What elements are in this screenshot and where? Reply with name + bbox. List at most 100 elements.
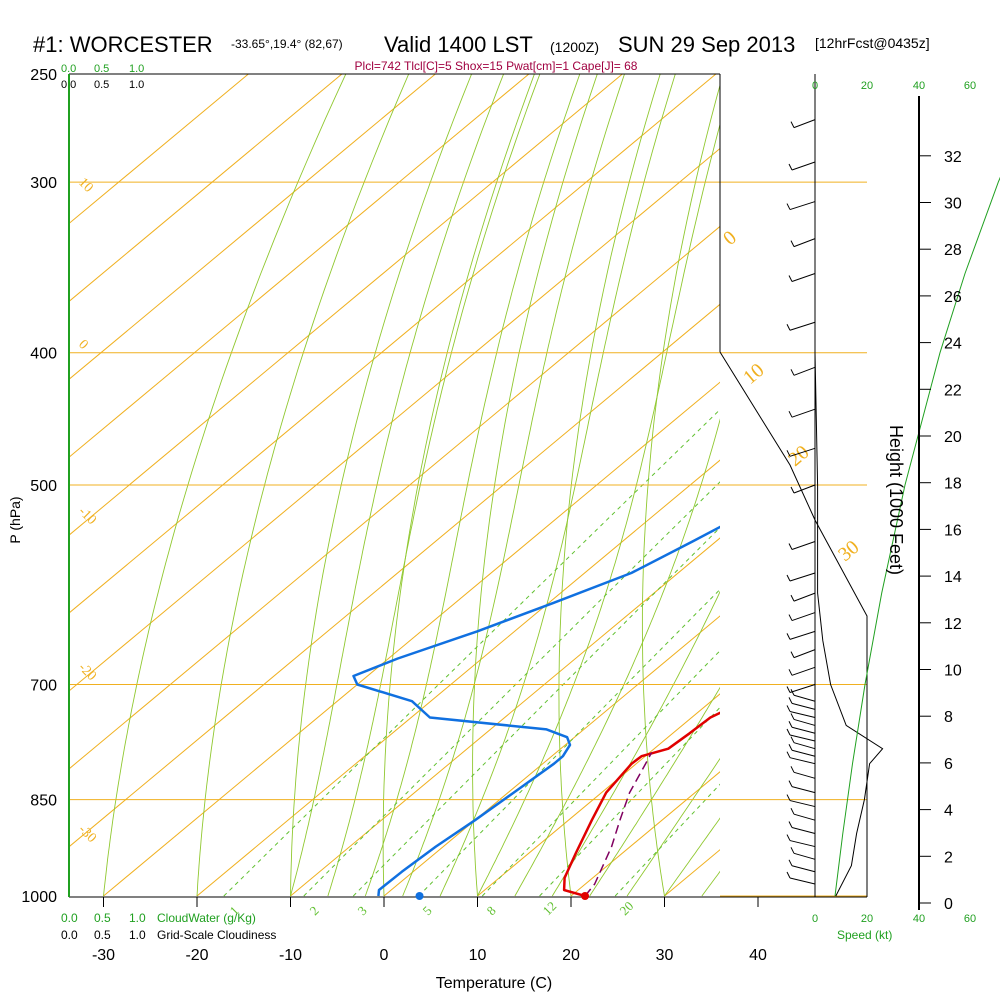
cloudiness-bottom-0: 0.0 [61,928,78,942]
moist-adiabat [589,686,720,897]
series-temperature [562,711,720,897]
wind-barb-flag [788,780,793,787]
cloudwater-scale-0: 0.0 [61,63,76,75]
speed-tick-top-40: 40 [913,80,925,92]
height-tick-14: 14 [944,569,962,586]
wind-barb-flag [790,766,795,773]
date: SUN 29 Sep 2013 [618,32,795,57]
moist-adiabat [626,757,720,897]
height-axis-label: Height (1000 Feet) [886,425,906,575]
wind-barb [793,592,816,602]
moist-adiabat [364,74,581,897]
speed-tick-top-20: 20 [861,80,873,92]
height-tick-20: 20 [944,429,962,446]
cloudwater-scale-05: 0.5 [94,63,109,75]
wind-barb-flag [786,203,791,210]
wind-barb-flag [790,486,795,494]
wind-barb-flag [790,240,795,247]
x-tick--20: -20 [185,947,208,964]
moist-adiabat [514,418,720,897]
height-tick-2: 2 [944,849,953,866]
wind-barb [789,447,816,457]
wind-barb-flag [790,651,795,658]
wind-barb [791,827,816,835]
pressure-axis: 250 300 400 500 700 850 1000 [21,67,57,906]
wind-barb [791,273,816,282]
wind-barb-flag [786,574,791,582]
wind-barb-flag [788,697,793,704]
mixing-ratio-line [223,408,720,897]
wind-barb [793,742,816,750]
cloudwater-bottom-05: 0.5 [94,911,111,925]
isotherm-line [383,615,720,897]
cloudwater-bottom-0: 0.0 [61,911,78,925]
cloudiness-bottom-1: 1.0 [129,928,146,942]
isobars [69,181,867,897]
height-tick-28: 28 [944,242,962,259]
mixing-ratio-line [539,706,720,897]
wind-barb [793,238,816,248]
p-tick-700: 700 [30,678,57,695]
speed-scale-top: 0 20 40 60 [812,80,976,92]
height-tick-0: 0 [944,896,953,913]
wind-barb [791,749,816,757]
mixing-ratio-line [614,783,720,897]
x-tick-10: 10 [469,947,487,964]
isotherm-label-right: 0 [719,227,741,250]
wind-barb [791,666,816,676]
speed-tick-bottom-0: 0 [812,913,818,925]
mixing-ratio-label: 5 [420,903,435,918]
height-tick-24: 24 [944,336,962,353]
wind-barb [793,119,816,129]
wind-barb-flag [786,794,791,801]
speed-label: Speed (kt) [837,928,892,942]
moist-adiabat [439,74,676,897]
dry-adiabat [558,74,661,897]
wind-barb [789,201,816,211]
wind-barb-flag [788,721,793,728]
cloudiness-scale-05: 0.5 [94,79,109,91]
isotherm-label-right: 10 [739,359,768,389]
wind-barb [789,840,816,848]
surface-dewpoint-dot [415,892,424,900]
isotherm-label-right: 20 [784,441,813,471]
isotherm-label: -20 [75,660,99,684]
wind-barb [789,757,816,765]
x-tick--10: -10 [279,947,302,964]
wind-barb-flag [786,686,791,693]
height-tick-22: 22 [944,382,962,399]
moist-adiabat [327,74,541,897]
cloud-legend-bottom: 0.0 0.5 1.0 CloudWater (g/Kg) 0.0 0.5 1.… [61,911,276,942]
cloudwater-legend-label: CloudWater (g/Kg) [157,911,256,925]
stability-indices: Plcl=742 Tlcl[C]=5 Shox=15 Pwat[cm]=1 Ca… [355,59,638,73]
wind-barb [789,572,816,582]
wind-barb-flag [786,871,791,879]
cloudwater-bottom-1: 1.0 [129,911,146,925]
wind-barb-flag [786,751,791,758]
wind-barb [789,684,816,693]
x-axis-label: Temperature (C) [436,975,552,992]
dry-adiabat [641,83,720,897]
speed-tick-bottom-60: 60 [964,913,976,925]
x-tick-20: 20 [562,947,580,964]
wind-barb-flag [788,410,793,418]
cloudwater-scale-1: 1.0 [129,63,144,75]
wind-barb [793,771,816,779]
wind-barb-flag [790,121,795,128]
wind-barb [789,321,816,331]
isotherm-line [69,74,249,225]
series-dewpoint [352,525,720,897]
cloud-scale-top: 0.0 0.5 1.0 0.0 0.5 1.0 [61,63,144,91]
isotherm-line [69,74,530,458]
wind-barb-flag [790,713,795,720]
wind-barb [789,800,816,808]
isotherm-label: 0 [75,337,91,353]
wind-barb-flag [790,807,795,815]
dry-adiabat [472,74,598,897]
wind-barb-flag [788,744,793,751]
mixing-ratio-label: 20 [617,898,637,918]
isotherm-label: 10 [75,175,96,196]
surface-temperature-dot [581,892,590,900]
utc-time: (1200Z) [550,39,599,55]
